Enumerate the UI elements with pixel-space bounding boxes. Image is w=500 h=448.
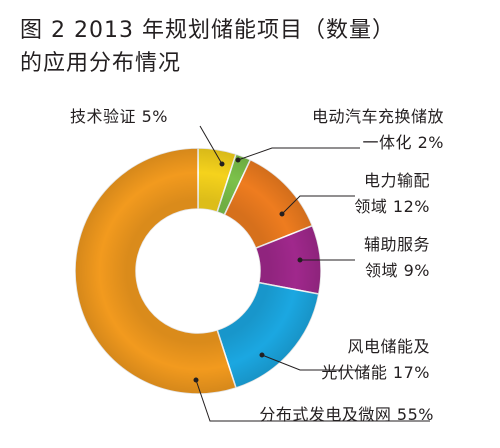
slice-label-wind-solar: 风电储能及 光伏储能 17%	[321, 334, 430, 386]
slice-label-tech-validation-line1: 技术验证 5%	[70, 107, 168, 126]
slice-label-power-transmission-line1: 电力输配	[363, 171, 430, 190]
leader-line-power-transmission	[281, 195, 355, 215]
slice-label-power-transmission: 电力输配 领域 12%	[354, 168, 430, 220]
slice-label-ev-integrated: 电动汽车充换储放 一体化 2%	[312, 104, 444, 156]
slice-label-ev-integrated-line2: 一体化 2%	[362, 133, 444, 152]
leader-line-ev-integrated	[237, 147, 360, 161]
chart-title-line2: 的应用分布情况	[20, 51, 182, 76]
leader-dot-distributed-microgrid	[193, 377, 199, 383]
slice-label-ancillary-services-line2: 领域 9%	[365, 261, 430, 280]
chart-title: 图 2 2013 年规划储能项目（数量） 的应用分布情况	[20, 14, 480, 80]
leader-line-tech-validation	[199, 125, 223, 165]
donut-shading	[75, 148, 321, 394]
slice-label-ancillary-services-line1: 辅助服务	[363, 235, 430, 254]
slice-label-ev-integrated-line1: 电动汽车充换储放	[311, 107, 444, 126]
leader-dot-ev-integrated	[235, 157, 241, 163]
leader-dot-power-transmission	[279, 211, 285, 217]
slice-label-distributed-microgrid-line1: 分布式发电及微网 55%	[259, 405, 434, 424]
leader-dot-ancillary-services	[297, 257, 303, 263]
slice-label-power-transmission-line2: 领域 12%	[354, 197, 430, 216]
leader-line-distributed-microgrid	[195, 379, 430, 422]
leader-dot-wind-solar	[259, 352, 265, 358]
leader-dot-tech-validation	[219, 161, 225, 167]
chart-title-line1: 图 2 2013 年规划储能项目（数量）	[20, 18, 395, 43]
slice-label-tech-validation: 技术验证 5%	[70, 104, 168, 130]
slice-label-ancillary-services: 辅助服务 领域 9%	[364, 232, 430, 284]
slice-label-wind-solar-line2: 光伏储能 17%	[321, 363, 430, 382]
slice-label-wind-solar-line1: 风电储能及	[347, 337, 430, 356]
leader-line-wind-solar	[261, 354, 365, 371]
slice-label-distributed-microgrid: 分布式发电及微网 55%	[259, 402, 434, 428]
